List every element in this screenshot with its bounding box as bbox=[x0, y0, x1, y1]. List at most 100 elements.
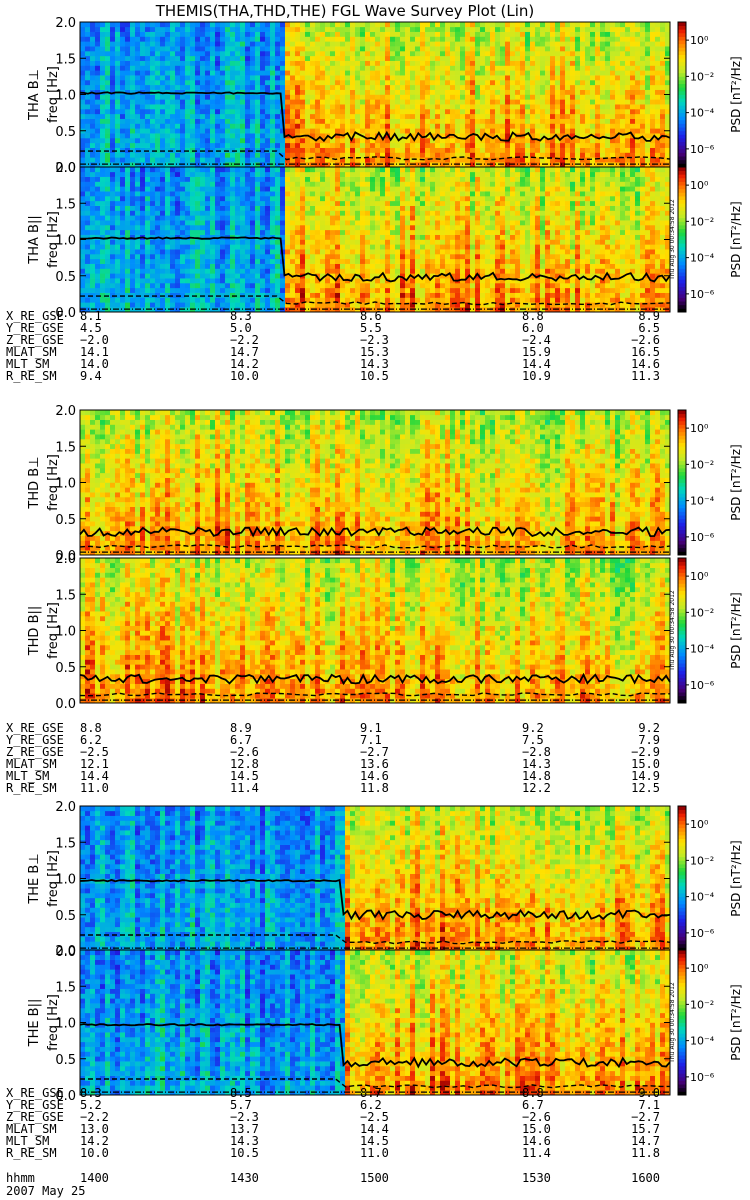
spectrogram-cell bbox=[280, 268, 286, 274]
spectrogram-cell bbox=[220, 263, 226, 269]
spectrogram-cell bbox=[265, 133, 271, 139]
spectrogram-cell bbox=[395, 109, 401, 115]
spectrogram-cell bbox=[445, 157, 451, 163]
spectrogram-cell bbox=[630, 157, 636, 163]
spectrogram-cell bbox=[590, 22, 596, 28]
spectrogram-cell bbox=[385, 46, 391, 52]
spectrogram-cell bbox=[125, 244, 131, 250]
spectrogram-cell bbox=[290, 162, 296, 168]
spectrogram-cell bbox=[185, 239, 191, 245]
spectrogram-cell bbox=[195, 118, 201, 124]
spectrogram-cell bbox=[225, 210, 231, 216]
spectrogram-cell bbox=[345, 142, 351, 148]
spectrogram-cell bbox=[300, 234, 306, 240]
spectrogram-cell bbox=[335, 128, 341, 134]
spectrogram-cell bbox=[115, 94, 121, 100]
spectrogram-cell bbox=[585, 99, 591, 105]
spectrogram-cell bbox=[555, 46, 561, 52]
spectrogram-cell bbox=[415, 138, 421, 144]
spectrogram-cell bbox=[205, 234, 211, 240]
spectrogram-cell bbox=[405, 152, 411, 158]
spectrogram-cell bbox=[180, 186, 186, 192]
spectrogram-cell bbox=[380, 41, 386, 47]
spectrogram-cell bbox=[95, 89, 101, 95]
spectrogram-cell bbox=[165, 46, 171, 52]
spectrogram-cell bbox=[345, 51, 351, 57]
spectrogram-cell bbox=[85, 191, 91, 197]
spectrogram-cell bbox=[515, 109, 521, 115]
spectrogram-cell bbox=[110, 41, 116, 47]
spectrogram-cell bbox=[410, 142, 416, 148]
spectrogram-cell bbox=[220, 268, 226, 274]
spectrogram-cell bbox=[450, 138, 456, 144]
spectrogram-cell bbox=[110, 46, 116, 52]
spectrogram-cell bbox=[115, 113, 121, 119]
spectrogram-cell bbox=[315, 80, 321, 86]
spectrogram-cell bbox=[285, 268, 291, 274]
spectrogram-cell bbox=[155, 26, 161, 32]
spectrogram-cell bbox=[150, 234, 156, 240]
spectrogram-cell bbox=[185, 128, 191, 134]
spectrogram-cell bbox=[300, 26, 306, 32]
spectrogram-cell bbox=[530, 162, 536, 168]
spectrogram-cell bbox=[130, 263, 136, 269]
spectrogram-cell bbox=[525, 109, 531, 115]
spectrogram-cell bbox=[625, 128, 631, 134]
spectrogram-cell bbox=[505, 99, 511, 105]
spectrogram-cell bbox=[340, 89, 346, 95]
spectrogram-cell bbox=[290, 196, 296, 202]
y-tick-label: 1.5 bbox=[55, 52, 76, 67]
spectrogram-cell bbox=[305, 258, 311, 264]
spectrogram-cell bbox=[615, 60, 621, 66]
spectrogram-cell bbox=[380, 65, 386, 71]
spectrogram-cell bbox=[420, 109, 426, 115]
spectrogram-cell bbox=[80, 258, 86, 264]
spectrogram-cell bbox=[305, 167, 311, 173]
spectrogram-cell bbox=[245, 113, 251, 119]
spectrogram-cell bbox=[240, 41, 246, 47]
spectrogram-cell bbox=[430, 36, 436, 42]
spectrogram-cell bbox=[340, 26, 346, 32]
spectrogram-cell bbox=[525, 157, 531, 163]
spectrogram-cell bbox=[145, 297, 151, 303]
spectrogram-cell bbox=[200, 200, 206, 206]
spectrogram-cell bbox=[170, 210, 176, 216]
spectrogram-cell bbox=[335, 152, 341, 158]
spectrogram-cell bbox=[245, 152, 251, 158]
spectrogram-cell bbox=[420, 89, 426, 95]
spectrogram-cell bbox=[470, 147, 476, 153]
spectrogram-cell bbox=[265, 104, 271, 110]
spectrogram-cell bbox=[550, 118, 556, 124]
spectrogram-cell bbox=[105, 210, 111, 216]
spectrogram-cell bbox=[155, 244, 161, 250]
spectrogram-cell bbox=[135, 302, 141, 308]
spectrogram-cell bbox=[290, 278, 296, 284]
spectrogram-cell bbox=[325, 51, 331, 57]
spectrogram-cell bbox=[440, 142, 446, 148]
spectrogram-cell bbox=[170, 191, 176, 197]
spectrogram-cell bbox=[375, 26, 381, 32]
spectrogram-cell bbox=[255, 109, 261, 115]
spectrogram-cell bbox=[245, 142, 251, 148]
spectrogram-cell bbox=[255, 278, 261, 284]
spectrogram-cell bbox=[155, 152, 161, 158]
spectrogram-cell bbox=[490, 138, 496, 144]
spectrogram-cell bbox=[120, 118, 126, 124]
spectrogram-cell bbox=[450, 31, 456, 37]
spectrogram-cell bbox=[165, 70, 171, 76]
spectrogram-cell bbox=[295, 162, 301, 168]
colorbar-swatch bbox=[678, 51, 686, 56]
spectrogram-cell bbox=[555, 70, 561, 76]
spectrogram-cell bbox=[310, 99, 316, 105]
spectrogram-cell bbox=[175, 205, 181, 211]
spectrogram-cell bbox=[325, 70, 331, 76]
spectrogram-cell bbox=[255, 263, 261, 269]
spectrogram-cell bbox=[195, 307, 201, 313]
spectrogram-cell bbox=[345, 41, 351, 47]
spectrogram-cell bbox=[190, 46, 196, 52]
spectrogram-cell bbox=[85, 147, 91, 153]
spectrogram-cell bbox=[505, 41, 511, 47]
spectrogram-cell bbox=[185, 273, 191, 279]
spectrogram-cell bbox=[105, 152, 111, 158]
spectrogram-cell bbox=[200, 287, 206, 293]
